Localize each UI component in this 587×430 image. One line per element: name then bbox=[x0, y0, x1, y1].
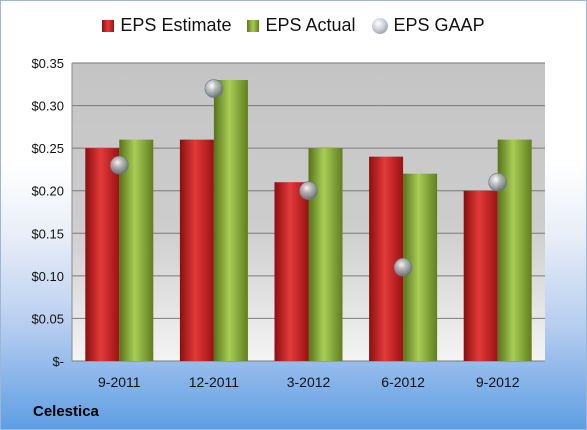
eps-estimate-swatch-icon bbox=[102, 19, 115, 32]
legend-label-eps-gaap: EPS GAAP bbox=[393, 15, 485, 35]
legend-item-eps-gaap: EPS GAAP bbox=[371, 15, 485, 36]
company-name: Celestica bbox=[33, 403, 99, 420]
eps-estimate-bar bbox=[369, 156, 404, 361]
x-tick-label: 12-2011 bbox=[189, 374, 240, 390]
eps-actual-bar bbox=[213, 80, 248, 362]
eps-gaap-marker bbox=[393, 258, 413, 277]
y-tick-label: $0.05 bbox=[31, 311, 64, 326]
y-tick-label: $0.15 bbox=[31, 226, 64, 241]
y-tick-label: $0.25 bbox=[31, 141, 64, 156]
eps-estimate-bar bbox=[274, 182, 309, 361]
y-tick-label: $0.30 bbox=[31, 99, 64, 114]
legend-label-eps-actual: EPS Actual bbox=[265, 15, 356, 35]
eps-gaap-marker bbox=[204, 79, 224, 98]
eps-actual-bar bbox=[119, 139, 154, 361]
eps-estimate-bar bbox=[85, 148, 120, 361]
eps-gaap-marker bbox=[299, 181, 318, 201]
y-tick-label: $0.10 bbox=[31, 269, 64, 284]
y-tick-label: $- bbox=[52, 354, 64, 369]
eps-actual-bar bbox=[497, 139, 532, 361]
x-tick-label: 9-2012 bbox=[476, 374, 520, 390]
eps-estimate-bar bbox=[179, 139, 214, 361]
legend-item-eps-estimate: EPS Estimate bbox=[102, 15, 231, 36]
legend: EPS Estimate EPS Actual EPS GAAP bbox=[1, 15, 586, 36]
legend-item-eps-actual: EPS Actual bbox=[247, 15, 356, 36]
plot-area: $- $0.05 $0.10 $0.15 $0.20 $0.25 $0.30 $0.35 9-2… bbox=[31, 56, 545, 390]
eps-gaap-marker bbox=[488, 172, 508, 192]
legend-label-eps-estimate: EPS Estimate bbox=[120, 15, 232, 35]
x-tick-label: 6-2012 bbox=[381, 374, 425, 390]
eps-actual-bar bbox=[308, 148, 343, 361]
x-tick-label: 9-2011 bbox=[98, 374, 141, 390]
eps-gaap-marker bbox=[110, 155, 129, 175]
y-tick-label: $0.20 bbox=[31, 184, 64, 199]
eps-actual-swatch-icon bbox=[247, 19, 260, 32]
eps-gaap-swatch-icon bbox=[371, 17, 388, 34]
x-tick-label: 3-2012 bbox=[287, 374, 331, 390]
y-tick-label: $0.35 bbox=[31, 56, 64, 71]
eps-estimate-bar bbox=[463, 190, 498, 361]
